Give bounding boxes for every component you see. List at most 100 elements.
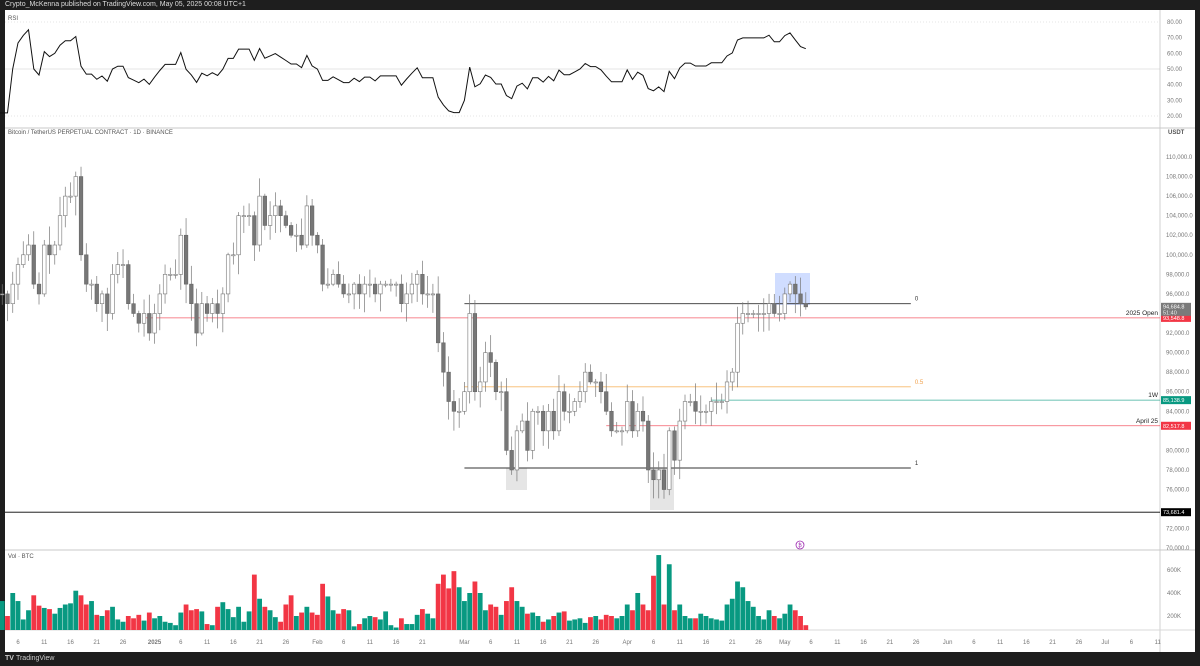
candle-bearish xyxy=(604,391,609,412)
candle-bullish xyxy=(152,313,157,334)
volume-bar xyxy=(530,612,536,630)
event-circle-icon[interactable] xyxy=(795,540,805,550)
candle-bullish xyxy=(325,283,330,286)
candles xyxy=(0,166,808,499)
volume-bar xyxy=(325,596,331,630)
tradingview-logo-icon: TV xyxy=(5,655,14,662)
level-price-label: 73,681.4 xyxy=(1163,510,1184,516)
volume-bar xyxy=(351,626,357,630)
candle-bullish xyxy=(635,410,640,432)
time-tick-label: 16 xyxy=(67,640,74,646)
volume-bar xyxy=(162,621,168,630)
volume-bar xyxy=(782,613,788,630)
volume-bar xyxy=(94,614,100,630)
candle-bearish xyxy=(315,234,320,246)
candle-bullish xyxy=(777,313,782,315)
price-tick-label: 100,000.0 xyxy=(1166,253,1193,259)
candle-bearish xyxy=(646,420,651,471)
candle-bullish xyxy=(766,303,772,314)
candle-bearish xyxy=(630,401,635,432)
time-tick-label: 2025 xyxy=(148,640,162,646)
rsi-tick-label: 40.00 xyxy=(1167,83,1183,89)
volume-bar xyxy=(708,618,714,630)
candle-bullish xyxy=(688,401,693,403)
time-tick-label: 26 xyxy=(755,640,762,646)
candle-bearish xyxy=(436,293,441,344)
time-tick-label: 16 xyxy=(230,640,237,646)
volume-bar xyxy=(661,604,667,630)
candle-bearish xyxy=(672,430,677,461)
candle-bullish xyxy=(362,283,367,295)
candle-bullish xyxy=(236,215,241,256)
event-marker[interactable]: ₿ xyxy=(795,540,805,550)
volume-bar xyxy=(640,604,646,630)
candle-bearish xyxy=(336,274,341,285)
candle-bullish xyxy=(572,401,577,412)
candle-bearish xyxy=(488,352,493,363)
candle-bullish xyxy=(593,381,598,384)
time-tick-label: 11 xyxy=(514,640,521,646)
rsi-title: RSI xyxy=(8,16,18,22)
time-tick-label: 6 xyxy=(1130,640,1134,646)
volume-bars xyxy=(0,555,809,630)
candle-bullish xyxy=(120,264,126,266)
candle-bearish xyxy=(451,401,457,412)
last-price-badge xyxy=(1161,302,1191,316)
volume-bar xyxy=(540,621,546,630)
candle-bearish xyxy=(94,283,99,305)
volume-bar xyxy=(672,610,677,630)
candle-bearish xyxy=(320,244,325,285)
candle-bearish xyxy=(525,420,530,451)
volume-bar xyxy=(572,619,578,630)
candle-bearish xyxy=(493,362,499,393)
volume-bar xyxy=(546,619,551,630)
price-tick-label: 76,000.0 xyxy=(1166,488,1190,494)
candle-bullish xyxy=(241,215,246,217)
volume-bar xyxy=(693,618,698,630)
footer-bar: TV TradingView xyxy=(0,652,1200,666)
candle-bearish xyxy=(78,176,84,256)
time-tick-label: 16 xyxy=(540,640,547,646)
volume-bar xyxy=(262,606,268,630)
volume-bar xyxy=(414,614,420,630)
candle-bullish xyxy=(535,410,541,413)
volume-bar xyxy=(167,622,173,630)
price-tick-label: 80,000.0 xyxy=(1166,448,1190,454)
volume-bar xyxy=(740,587,746,630)
time-tick-label: 6 xyxy=(972,640,976,646)
price-tick-label: 86,000.0 xyxy=(1166,390,1190,396)
level-lines: 2025 Open 93,548.8 1W 85,138.9 April 25 82,51… xyxy=(5,297,1191,517)
candle-bearish xyxy=(640,410,646,422)
time-tick-label: 16 xyxy=(393,640,400,646)
volume-bar xyxy=(341,609,347,630)
volume-bar xyxy=(577,618,583,630)
volume-bar xyxy=(446,588,452,630)
volume-bar xyxy=(183,604,189,630)
candle-bullish xyxy=(26,244,31,256)
price-tick-label: 98,000.0 xyxy=(1166,272,1190,278)
candle-bullish xyxy=(394,283,399,286)
candle-bearish xyxy=(509,450,514,471)
candle-bearish xyxy=(661,469,667,490)
candle-bullish xyxy=(520,420,525,432)
candle-bearish xyxy=(147,313,152,334)
candle-bullish xyxy=(745,313,751,315)
volume-bar xyxy=(152,618,157,630)
candle-bearish xyxy=(289,225,294,236)
candle-bullish xyxy=(273,205,278,216)
candle-bearish xyxy=(357,283,362,295)
candle-bullish xyxy=(462,391,467,412)
volume-bar xyxy=(724,604,730,630)
level-name: 2025 Open xyxy=(1126,310,1159,317)
time-tick-label: 6 xyxy=(16,640,20,646)
candle-bullish xyxy=(210,303,215,314)
volume-bar xyxy=(687,618,693,630)
time-tick-label: 21 xyxy=(566,640,573,646)
level-name: April 25 xyxy=(1136,418,1158,425)
candle-bullish xyxy=(346,293,351,296)
volume-bar xyxy=(525,613,530,630)
time-tick-label: 6 xyxy=(179,640,183,646)
rsi-tick-label: 60.00 xyxy=(1167,51,1183,57)
volume-bar xyxy=(388,625,394,630)
